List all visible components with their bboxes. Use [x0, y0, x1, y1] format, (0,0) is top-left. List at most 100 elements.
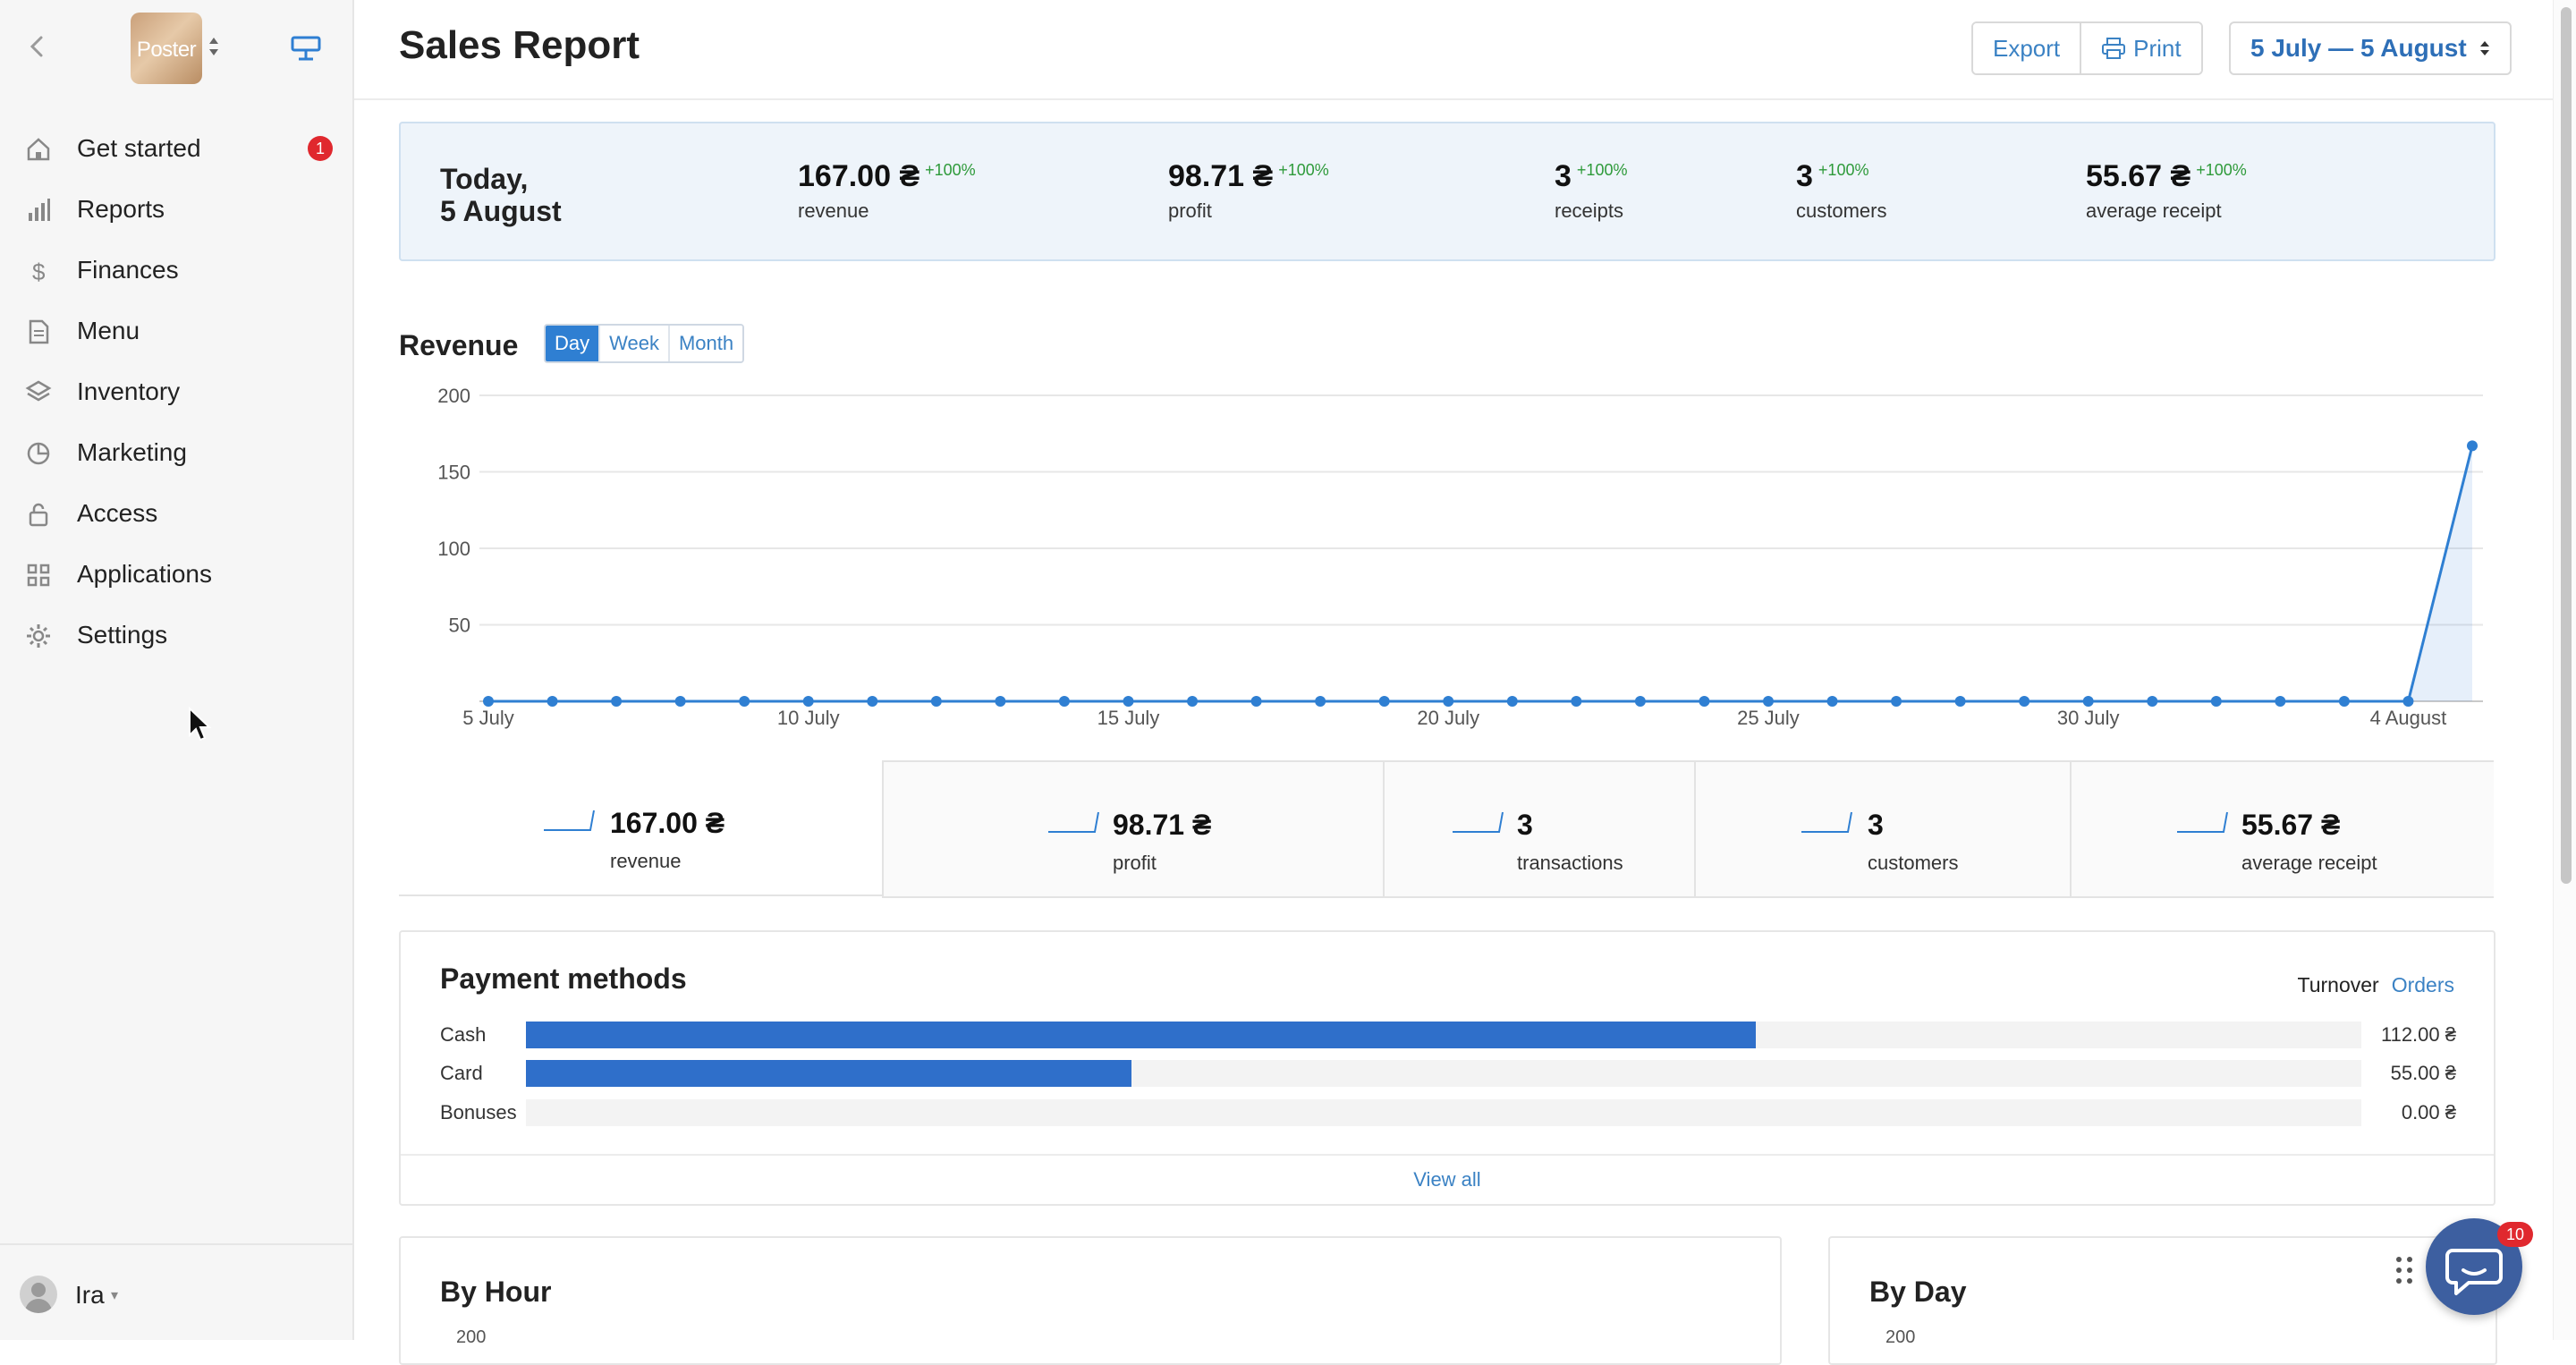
summary-change: +100%	[925, 161, 976, 179]
data-point	[1315, 696, 1326, 707]
chevron-down-icon: ▾	[111, 1288, 119, 1303]
home-icon	[27, 138, 50, 161]
data-point	[2147, 696, 2158, 707]
y-tick-label: 200	[1885, 1327, 1916, 1347]
data-point	[674, 696, 686, 707]
sidebar-item-inventory[interactable]: Inventory	[0, 361, 352, 422]
y-tick-label: 50	[449, 615, 470, 637]
payment-method-name: Card	[440, 1062, 483, 1084]
sidebar-item-menu[interactable]: Menu	[0, 301, 352, 361]
header-actions: Export Print	[1971, 21, 2203, 75]
chat-badge: 10	[2497, 1222, 2533, 1247]
data-point	[1506, 696, 1518, 707]
payment-method-amount: 55.00 ₴	[2390, 1062, 2456, 1084]
y-tick-label: 200	[437, 385, 470, 407]
lock-icon	[29, 503, 48, 527]
sidebar-item-settings[interactable]: Settings	[0, 605, 352, 666]
sparkline-icon	[1453, 811, 1504, 833]
x-tick-label: 4 August	[2370, 707, 2447, 729]
scrollbar-thumb[interactable]	[2561, 7, 2572, 884]
metric-label: profit	[1113, 852, 1157, 874]
by-hour-title: By Hour	[440, 1276, 552, 1308]
metric-tiles: 167.00 ₴ revenue 98.71 ₴ profit 3 transa…	[399, 760, 2494, 898]
data-point	[547, 696, 558, 707]
data-point	[2467, 440, 2478, 452]
period-month-button[interactable]: Month	[667, 326, 743, 361]
metric-value: 167.00 ₴	[610, 807, 725, 839]
metric-tile-profit[interactable]: 98.71 ₴ profit	[882, 760, 1385, 898]
x-tick-label: 5 July	[462, 707, 513, 729]
sidebar-item-label: Reports	[77, 195, 165, 223]
metric-tile-transactions[interactable]: 3 transactions	[1383, 760, 1696, 898]
sidebar-item-finances[interactable]: $ Finances	[0, 240, 352, 301]
metric-value: 55.67 ₴	[2241, 809, 2341, 841]
pos-terminal-icon[interactable]	[290, 32, 322, 63]
export-button[interactable]: Export	[1973, 23, 2080, 73]
sidebar-item-access[interactable]: Access	[0, 483, 352, 544]
sidebar-item-applications[interactable]: Applications	[0, 544, 352, 605]
data-point	[1762, 696, 1774, 707]
summary-change: +100%	[1818, 161, 1869, 179]
sidebar-item-label: Finances	[77, 256, 179, 284]
summary-average-receipt: 55.67 ₴ +100% average receipt	[2086, 159, 2247, 223]
y-tick-label: 200	[456, 1327, 487, 1347]
summary-value: 3	[1796, 159, 1813, 193]
summary-value: 167.00 ₴	[798, 159, 920, 193]
orders-toggle[interactable]: Orders	[2391, 973, 2454, 996]
logo-text: Poster	[136, 38, 197, 62]
sort-arrows-icon	[2479, 41, 2489, 55]
data-point	[1634, 696, 1646, 707]
sidebar-item-get-started[interactable]: Get started 1	[0, 118, 352, 179]
y-tick-label: 100	[437, 538, 470, 560]
summary-date-text: Today, 5 August	[440, 163, 562, 227]
data-point	[1058, 696, 1070, 707]
summary-value: 55.67 ₴	[2086, 159, 2191, 193]
sidebar-item-reports[interactable]: Reports	[0, 179, 352, 240]
data-point	[2019, 696, 2030, 707]
summary-revenue: 167.00 ₴ +100% revenue	[798, 159, 976, 223]
sidebar-item-label: Get started	[77, 134, 201, 162]
print-button[interactable]: Print	[2080, 23, 2201, 73]
date-range-picker[interactable]: 5 July — 5 August	[2229, 21, 2512, 75]
sidebar-item-label: Access	[77, 499, 158, 527]
summary-customers: 3 +100% customers	[1796, 159, 1886, 223]
metric-tile-average-receipt[interactable]: 55.67 ₴ average receipt	[2070, 760, 2494, 898]
scrollbar[interactable]	[2553, 0, 2576, 1340]
summary-label: revenue	[798, 199, 869, 222]
data-point	[930, 696, 942, 707]
gear-icon	[27, 624, 50, 648]
summary-label: average receipt	[2086, 199, 2222, 222]
sparkline-icon	[2177, 811, 2228, 833]
data-point	[2210, 696, 2222, 707]
grid-icon	[27, 564, 50, 587]
summary-receipts: 3 +100% receipts	[1555, 159, 1627, 223]
data-point	[1378, 696, 1390, 707]
turnover-toggle[interactable]: Turnover	[2297, 973, 2379, 996]
period-toggle: Day Week Month	[544, 324, 745, 363]
data-point	[1123, 696, 1134, 707]
data-point	[611, 696, 623, 707]
svg-text:$: $	[32, 259, 46, 284]
metric-tile-revenue[interactable]: 167.00 ₴ revenue	[399, 760, 882, 896]
view-all-link[interactable]: View all	[401, 1154, 2494, 1204]
payment-bar	[526, 1060, 1132, 1087]
layers-icon	[25, 380, 52, 402]
data-point	[2338, 696, 2350, 707]
poster-logo[interactable]: Poster	[131, 13, 202, 84]
data-point	[2275, 696, 2286, 707]
date-range-label: 5 July — 5 August	[2250, 34, 2467, 62]
by-hour-card: By Hour 200	[399, 1236, 1782, 1365]
metric-tile-customers[interactable]: 3 customers	[1694, 760, 2072, 898]
data-point	[739, 696, 750, 707]
sidebar-item-label: Settings	[77, 621, 168, 649]
back-arrow-icon[interactable]	[20, 29, 55, 64]
sidebar-item-marketing[interactable]: Marketing	[0, 422, 352, 483]
period-week-button[interactable]: Week	[598, 326, 668, 361]
payment-method-row: Bonuses 0.00 ₴	[440, 1099, 2456, 1128]
mouse-cursor-icon	[189, 707, 212, 742]
account-switch-icon[interactable]	[208, 34, 220, 59]
chat-bubble-icon	[2445, 1249, 2503, 1295]
sidebar-item-label: Inventory	[77, 377, 181, 405]
period-day-button[interactable]: Day	[546, 326, 599, 361]
drag-handle-icon[interactable]	[2394, 1254, 2415, 1286]
